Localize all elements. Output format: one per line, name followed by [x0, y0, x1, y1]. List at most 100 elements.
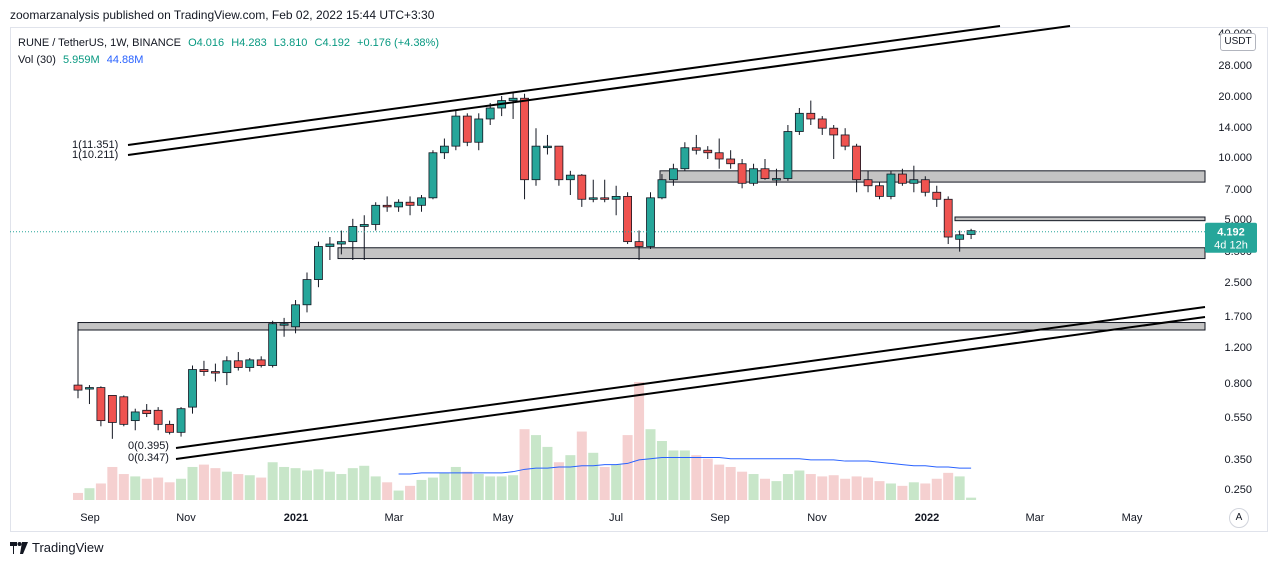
candle-body — [554, 145, 564, 181]
candle-body — [73, 384, 83, 391]
volume-bar — [107, 466, 118, 500]
candle-body — [199, 369, 209, 372]
volume-bar — [908, 482, 919, 500]
auto-scale-button[interactable]: A — [1229, 508, 1249, 528]
volume-bar — [668, 450, 679, 500]
volume-bar — [885, 483, 896, 500]
volume-bar — [405, 485, 416, 500]
volume-bar — [198, 464, 209, 500]
candle-body — [336, 241, 346, 245]
volume-bar — [943, 472, 954, 500]
channel-label: 0(0.395) — [128, 440, 169, 452]
last-price-value: 4.192 — [1217, 227, 1245, 239]
zone-3 — [77, 322, 1206, 331]
volume-bar — [611, 464, 622, 500]
volume-ma-line — [398, 457, 972, 475]
volume-bar — [324, 471, 335, 500]
volume-bar — [737, 471, 748, 500]
candle-body — [302, 279, 312, 306]
candle-body — [817, 118, 827, 129]
low-value: L3.810 — [273, 37, 308, 49]
candle-body — [314, 246, 323, 280]
volume-bars — [73, 382, 977, 500]
price-tick: 0.250 — [1224, 484, 1252, 496]
time-tick: Mar — [1026, 512, 1045, 524]
volume-bar — [851, 476, 862, 500]
volume-bar — [874, 481, 885, 500]
volume-bar — [931, 478, 942, 500]
candle-body — [474, 118, 484, 143]
volume-bar — [782, 474, 793, 500]
chart-legend: RUNE / TetherUS, 1W, BINANCE O4.016 H4.2… — [18, 35, 443, 69]
price-tick: 1.700 — [1224, 311, 1252, 323]
channel-label: 0(0.347) — [128, 452, 169, 464]
volume-value: 5.959M — [62, 54, 100, 66]
price-tick: 14.000 — [1218, 122, 1252, 134]
volume-bar — [370, 476, 381, 500]
candle-body — [760, 168, 770, 179]
candle-body — [886, 173, 896, 197]
symbol-label[interactable]: RUNE / TetherUS, 1W, BINANCE — [18, 37, 182, 49]
price-axis: 40.00028.00020.00014.00010.0007.0005.000… — [1218, 28, 1252, 496]
volume-bar — [863, 477, 874, 500]
ohlc-line: RUNE / TetherUS, 1W, BINANCE O4.016 H4.2… — [18, 35, 443, 52]
channel-line-3 — [175, 316, 1206, 460]
candle-body — [749, 168, 758, 184]
volume-bar — [485, 476, 496, 500]
volume-ma — [398, 457, 972, 475]
candle-body — [359, 224, 369, 227]
volume-label[interactable]: Vol (30) — [18, 54, 56, 66]
candle-body — [107, 395, 117, 423]
candle-body — [703, 149, 713, 154]
volume-bar — [531, 435, 541, 500]
volume-bar — [920, 483, 931, 500]
channel-line-0 — [127, 25, 1001, 146]
candle-body — [291, 304, 300, 328]
candle-body — [543, 145, 552, 149]
volume-bar — [290, 468, 301, 500]
volume-bar — [233, 474, 244, 500]
volume-bar — [496, 476, 507, 500]
candle-body — [680, 147, 690, 170]
open-value: O4.016 — [188, 37, 225, 49]
candle-body — [165, 423, 175, 433]
volume-bar — [130, 476, 141, 500]
volume-bar — [966, 497, 977, 500]
tradingview-brand[interactable]: TradingView — [10, 540, 104, 555]
price-tick: 10.000 — [1218, 152, 1252, 164]
candle-body — [96, 387, 106, 422]
volume-bar — [118, 474, 129, 500]
candle-body — [394, 201, 404, 208]
volume-bar — [221, 471, 232, 500]
volume-bar — [794, 470, 805, 500]
candle-body — [737, 163, 747, 184]
currency-button[interactable]: USDT — [1220, 33, 1256, 51]
candle-body — [714, 152, 724, 160]
candle-body — [588, 197, 598, 200]
price-tick: 28.000 — [1218, 60, 1252, 72]
volume-bar — [542, 446, 553, 500]
last-price-box — [1205, 222, 1257, 253]
time-tick: Sep — [80, 512, 100, 524]
volume-bar — [302, 470, 312, 500]
candle-body — [565, 174, 575, 181]
volume-bar — [760, 478, 770, 500]
candle-body — [909, 179, 919, 184]
volume-bar — [439, 472, 450, 500]
candle-body — [142, 409, 152, 415]
candle-body — [428, 152, 438, 199]
candle-body — [840, 134, 850, 147]
volume-bar — [279, 466, 290, 500]
time-tick: May — [493, 512, 514, 524]
volume-bar — [817, 476, 828, 500]
volume-bar — [416, 479, 427, 500]
close-value: C4.192 — [314, 37, 350, 49]
volume-bar — [725, 466, 736, 500]
candle-body — [176, 408, 186, 433]
candle-body — [417, 197, 426, 206]
price-tick: 2.500 — [1224, 277, 1252, 289]
volume-bar — [840, 478, 851, 500]
candle-body — [794, 112, 804, 132]
candle-body — [508, 97, 518, 101]
